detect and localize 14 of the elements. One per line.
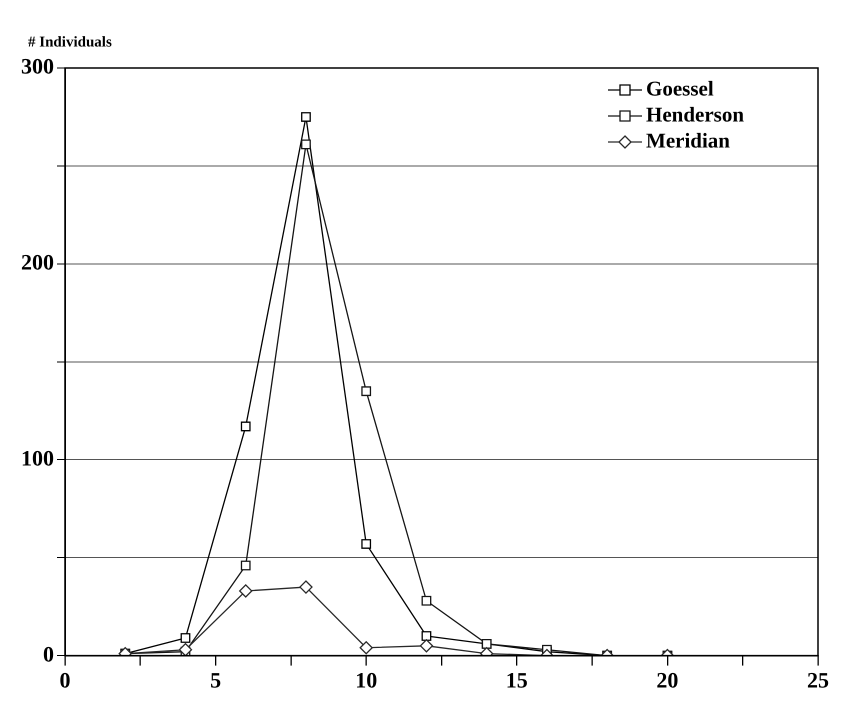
- x-tick-label: 10: [355, 667, 378, 692]
- legend-label: Meridian: [646, 128, 730, 152]
- legend-label: Henderson: [646, 102, 744, 126]
- x-tick-label: 5: [210, 667, 222, 692]
- y-axis-title: # Individuals: [28, 34, 112, 50]
- y-tick-label: 300: [21, 54, 54, 79]
- y-tick-label: 100: [21, 445, 54, 470]
- y-tick-label: 0: [43, 641, 54, 666]
- x-tick-label: 15: [506, 667, 528, 692]
- x-tick-label: 20: [656, 667, 678, 692]
- legend-label: Goessel: [646, 76, 714, 100]
- x-tick-label: 0: [60, 667, 70, 692]
- x-tick-label: 25: [807, 667, 829, 692]
- y-tick-label: 200: [21, 250, 54, 275]
